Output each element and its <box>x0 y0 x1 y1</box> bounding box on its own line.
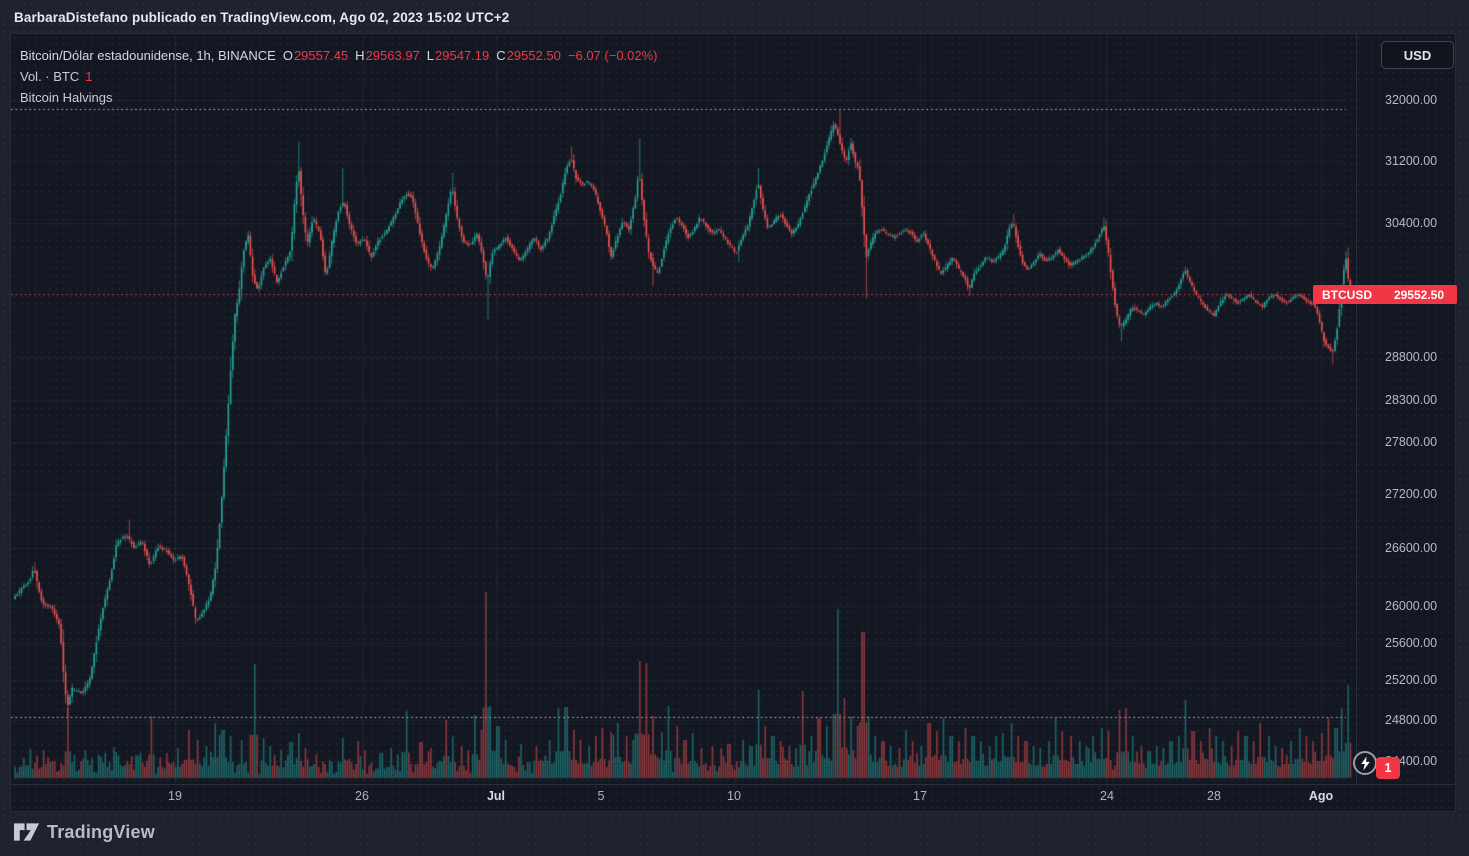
published-by-header: BarbaraDistefano publicado en TradingVie… <box>14 10 510 25</box>
legend-volume-row: Vol. · BTC 1 <box>20 66 658 87</box>
time-axis-separator[interactable] <box>11 784 1455 785</box>
volume-label: Vol. · BTC <box>20 69 80 84</box>
ohlc-value: 29552.50 <box>506 48 561 63</box>
price-axis-label: 32000.00 <box>1385 93 1438 107</box>
price-axis-separator[interactable] <box>1356 34 1357 784</box>
price-axis-label: 27800.00 <box>1385 435 1438 449</box>
price-axis-label: 24800.00 <box>1385 713 1438 727</box>
chart-frame: Bitcoin/Dólar estadounidense, 1h, BINANC… <box>10 33 1457 812</box>
price-axis-label: 25600.00 <box>1385 636 1438 650</box>
lightning-icon <box>1360 756 1370 770</box>
symbol-title[interactable]: Bitcoin/Dólar estadounidense, 1h, BINANC… <box>20 48 276 63</box>
ohlc-key: O <box>282 48 293 63</box>
price-axis-label: 31200.00 <box>1385 154 1438 168</box>
tradingview-mark-icon <box>13 823 40 841</box>
price-axis-label: 26000.00 <box>1385 599 1438 613</box>
price-axis-label: 28800.00 <box>1385 350 1438 364</box>
price-axis-label: 27200.00 <box>1385 487 1438 501</box>
time-axis-label: 5 <box>597 789 605 803</box>
lightning-button[interactable] <box>1353 751 1377 775</box>
last-price-symbol: BTCUSD <box>1322 287 1372 302</box>
tradingview-wordmark: TradingView <box>47 821 155 842</box>
last-price-label: BTCUSD 29552.50 <box>1313 285 1457 304</box>
time-axis-label: 19 <box>168 789 182 803</box>
time-axis-label: 28 <box>1207 789 1221 803</box>
time-axis-label: 26 <box>355 789 369 803</box>
ohlc-values: O29557.45 H29563.97 L29547.19 C29552.50 <box>276 48 561 63</box>
price-axis-label: 25200.00 <box>1385 673 1438 687</box>
chart-canvas[interactable] <box>11 34 1356 784</box>
price-axis-label: 28300.00 <box>1385 393 1438 407</box>
time-axis-label: 17 <box>913 789 927 803</box>
ohlc-value: 29557.45 <box>293 48 349 63</box>
time-axis-label: Ago <box>1308 789 1334 803</box>
time-axis-label: Jul <box>486 789 506 803</box>
price-axis-label: 30400.00 <box>1385 216 1438 230</box>
time-axis-label: 10 <box>727 789 741 803</box>
legend-indicator-row: Bitcoin Halvings <box>20 87 658 108</box>
last-price-value: 29552.50 <box>1393 287 1444 302</box>
legend: Bitcoin/Dólar estadounidense, 1h, BINANC… <box>20 45 658 108</box>
change-value: −6.07 (−0.02%) <box>567 48 658 63</box>
indicator-name[interactable]: Bitcoin Halvings <box>20 90 113 105</box>
legend-symbol-row: Bitcoin/Dólar estadounidense, 1h, BINANC… <box>20 45 658 66</box>
ohlc-key: H <box>355 48 365 63</box>
ohlc-key: L <box>426 48 435 63</box>
price-axis-label: 26600.00 <box>1385 541 1438 555</box>
tradingview-logo[interactable]: TradingView <box>13 819 155 845</box>
currency-toggle-button[interactable]: USD <box>1381 41 1454 69</box>
notification-badge[interactable]: 1 <box>1376 757 1400 779</box>
time-axis-label: 24 <box>1100 789 1114 803</box>
ohlc-value: 29547.19 <box>435 48 490 63</box>
ohlc-value: 29563.97 <box>365 48 420 63</box>
ohlc-key: C <box>496 48 506 63</box>
volume-value: 1 <box>85 69 93 84</box>
